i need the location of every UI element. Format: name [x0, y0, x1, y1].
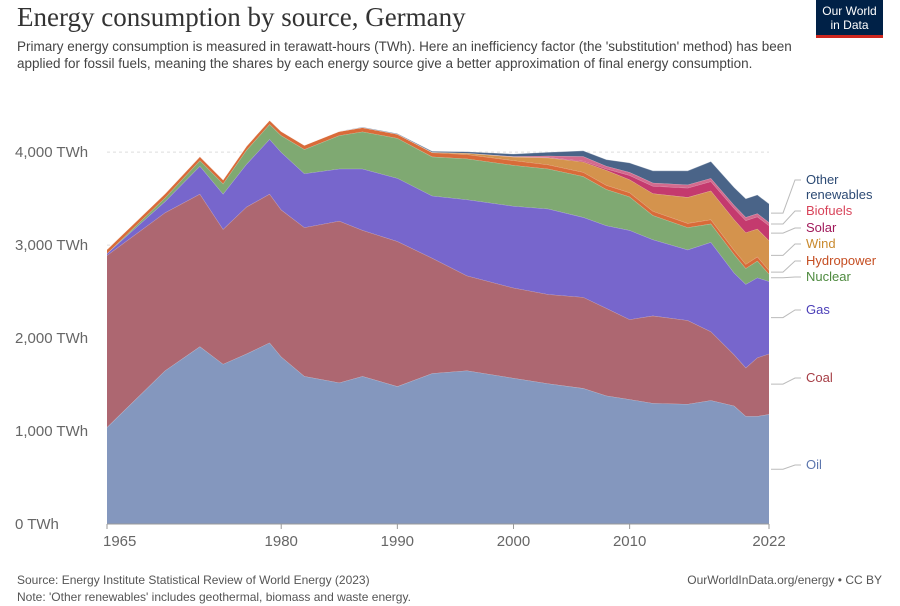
legend-label[interactable]: Wind	[806, 236, 836, 251]
stacked-area-chart: 0 TWh 1,000 TWh 2,000 TWh 3,000 TWh 4,000 TW…	[15, 119, 877, 550]
logo-line-2: in Data	[830, 18, 869, 32]
logo-line-1: Our World	[822, 4, 877, 18]
legend-label[interactable]: Nuclear	[806, 269, 851, 284]
area-edge	[106, 119, 770, 250]
legend-label[interactable]: Biofuels	[806, 203, 853, 218]
area-wind[interactable]	[107, 120, 769, 271]
legend-label[interactable]: Oil	[806, 457, 822, 472]
x-tick-label: 1980	[265, 533, 298, 550]
legend-connector	[771, 464, 801, 470]
legend-connector	[771, 260, 801, 273]
y-tick-label: 2,000 TWh	[15, 330, 88, 347]
legend-label[interactable]: Solar	[806, 220, 837, 235]
credit-link[interactable]: OurWorldInData.org/energy • CC BY	[687, 573, 882, 587]
legend-label[interactable]: renewables	[806, 187, 873, 202]
legend-label[interactable]: Coal	[806, 370, 833, 385]
legend-connector	[771, 227, 801, 234]
legend-connector	[771, 179, 801, 214]
area-oil[interactable]	[107, 342, 769, 524]
footnote: Note: 'Other renewables' includes geothe…	[17, 590, 411, 604]
y-tick-label: 4,000 TWh	[15, 144, 88, 161]
legend-connector	[771, 243, 801, 256]
x-tick-label: 2000	[497, 533, 530, 550]
y-tick-label: 1,000 TWh	[15, 423, 88, 440]
legend-connector	[771, 309, 801, 319]
x-tick-label: 2022	[752, 533, 785, 550]
area-gas[interactable]	[107, 139, 769, 368]
chart-title: Energy consumption by source, Germany	[17, 2, 466, 32]
legend-connector	[771, 377, 801, 385]
y-tick-label: 3,000 TWh	[15, 237, 88, 254]
legend-connector	[771, 210, 801, 225]
x-tick-label: 2010	[613, 533, 646, 550]
x-tick-label: 1990	[381, 533, 414, 550]
y-tick-label: 0 TWh	[15, 516, 59, 533]
x-tick-label: 1965	[103, 533, 136, 550]
legend-connector	[771, 276, 801, 279]
source-note: Source: Energy Institute Statistical Rev…	[17, 573, 370, 587]
legend-label[interactable]: Other	[806, 172, 839, 187]
area-nuclear[interactable]	[107, 124, 769, 285]
legend-label[interactable]: Gas	[806, 302, 830, 317]
legend-label[interactable]: Hydropower	[806, 253, 877, 268]
area-coal[interactable]	[107, 194, 769, 428]
owid-logo[interactable]: Our World in Data	[816, 0, 883, 38]
chart-subtitle: Primary energy consumption is measured i…	[17, 39, 792, 71]
